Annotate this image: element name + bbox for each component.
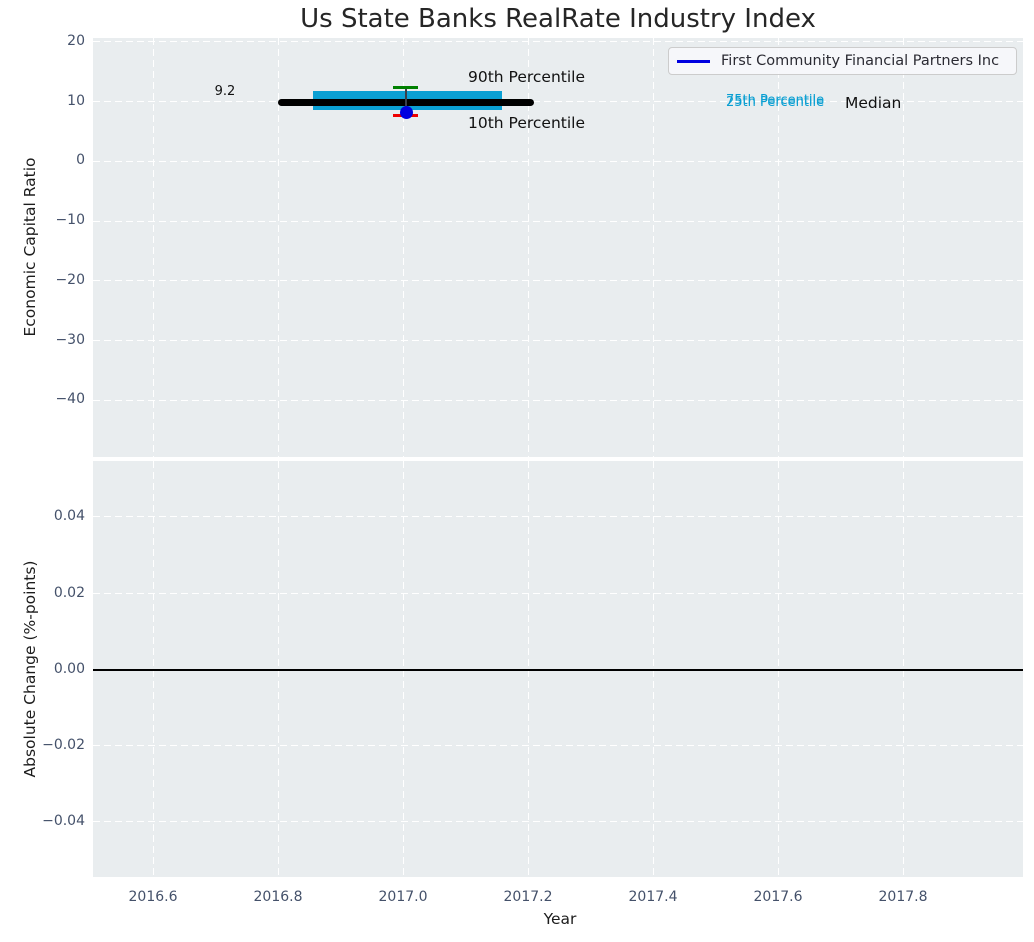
axes-absolute-change xyxy=(93,461,1023,877)
y-tick-label: −0.04 xyxy=(42,813,85,829)
annotation-10th-percentile: 10th Percentile xyxy=(468,114,586,132)
y-axis-label-bottom: Absolute Change (%-points) xyxy=(21,560,39,778)
y-tick-label: 20 xyxy=(67,33,85,49)
y-tick-label: −30 xyxy=(55,332,85,348)
y-tick-label: −40 xyxy=(55,391,85,407)
legend: First Community Financial Partners Inc xyxy=(668,47,1017,75)
annotation-median-label: Median xyxy=(845,94,902,112)
gridline xyxy=(778,38,779,457)
annotation-75th-percentile: 75th Percentile xyxy=(726,93,825,108)
y-tick-label: 0.04 xyxy=(53,508,85,524)
p90-whisker-cap xyxy=(393,86,418,89)
x-tick-label: 2016.8 xyxy=(253,889,303,905)
gridline xyxy=(903,38,904,457)
y-tick-label: 0.02 xyxy=(53,585,85,601)
y-tick-label: −10 xyxy=(55,212,85,228)
gridline xyxy=(93,280,1023,281)
gridline xyxy=(93,821,1023,822)
x-tick-label: 2017.6 xyxy=(753,889,803,905)
legend-label: First Community Financial Partners Inc xyxy=(721,53,1000,69)
x-tick-label: 2017.0 xyxy=(378,889,428,905)
whisker-line xyxy=(405,88,407,112)
gridline xyxy=(93,593,1023,594)
gridline xyxy=(93,400,1023,401)
company-marker-dot xyxy=(400,106,413,119)
gridline xyxy=(93,221,1023,222)
chart-title: Us State Banks RealRate Industry Index xyxy=(300,4,816,34)
gridline xyxy=(403,38,404,457)
y-tick-label: 0.00 xyxy=(53,661,85,677)
gridline xyxy=(93,340,1023,341)
gridline xyxy=(93,41,1023,42)
gridline xyxy=(93,101,1023,102)
annotation-median-value: 9.2 xyxy=(214,84,236,99)
legend-line-icon xyxy=(677,59,710,63)
axes-economic-capital-ratio: 9.2 90th Percentile 10th Percentile 75th… xyxy=(93,38,1023,457)
zero-reference-line xyxy=(93,669,1023,671)
gridline xyxy=(93,745,1023,746)
x-tick-label: 2017.4 xyxy=(628,889,678,905)
y-tick-label: 0 xyxy=(76,152,85,168)
gridline xyxy=(278,38,279,457)
y-tick-label: −0.02 xyxy=(42,737,85,753)
x-tick-label: 2016.6 xyxy=(128,889,178,905)
x-axis-label: Year xyxy=(543,910,577,928)
gridline xyxy=(93,516,1023,517)
annotation-90th-percentile: 90th Percentile xyxy=(468,68,586,86)
gridline xyxy=(528,38,529,457)
y-tick-label: 10 xyxy=(67,93,85,109)
annotation-25th-percentile: 25th Percentile xyxy=(726,95,825,110)
gridline xyxy=(653,38,654,457)
gridline xyxy=(153,38,154,457)
y-tick-label: −20 xyxy=(55,272,85,288)
gridline xyxy=(93,161,1023,162)
x-tick-label: 2017.8 xyxy=(878,889,928,905)
y-axis-label-top: Economic Capital Ratio xyxy=(21,157,39,337)
x-tick-label: 2017.2 xyxy=(503,889,553,905)
